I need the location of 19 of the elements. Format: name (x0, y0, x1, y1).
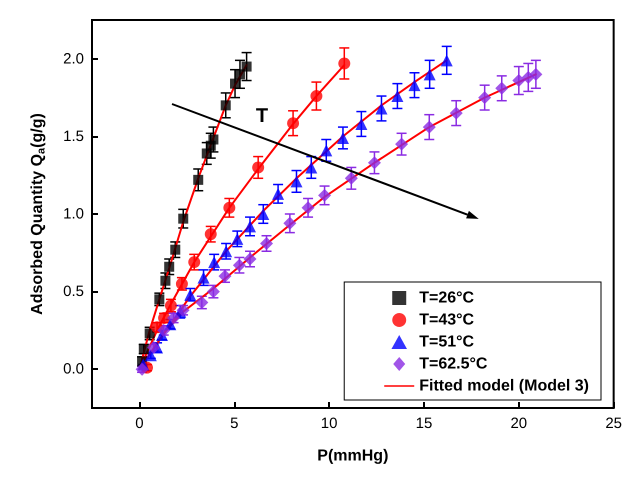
legend-label: T=62.5°C (419, 356, 488, 372)
legend-label: T=43°C (419, 312, 475, 328)
x-axis-title: P(mmHg) (317, 448, 388, 464)
legend-label: T=51°C (419, 334, 475, 350)
y-tick-label: 0.0 (63, 360, 84, 378)
x-tick-label: 15 (416, 415, 432, 432)
y-tick-label: 0.5 (63, 283, 84, 300)
x-tick-label: 25 (605, 415, 622, 432)
annotation: T (256, 105, 268, 128)
y-tick-label: 2.0 (63, 50, 84, 68)
y-axis-title: Adsorbed Quantity Qa(g/g) (29, 113, 48, 315)
x-tick-label: 5 (230, 415, 238, 432)
x-tick-label: 20 (510, 415, 528, 432)
x-tick-label: 10 (320, 415, 338, 432)
y-tick-label: 1.0 (63, 206, 84, 222)
legend-label: Fitted model (Model 3) (419, 378, 590, 394)
legend-label: T=26°C (419, 290, 475, 306)
x-tick-label: 0 (135, 415, 144, 432)
y-tick-label: 1.5 (63, 128, 84, 145)
